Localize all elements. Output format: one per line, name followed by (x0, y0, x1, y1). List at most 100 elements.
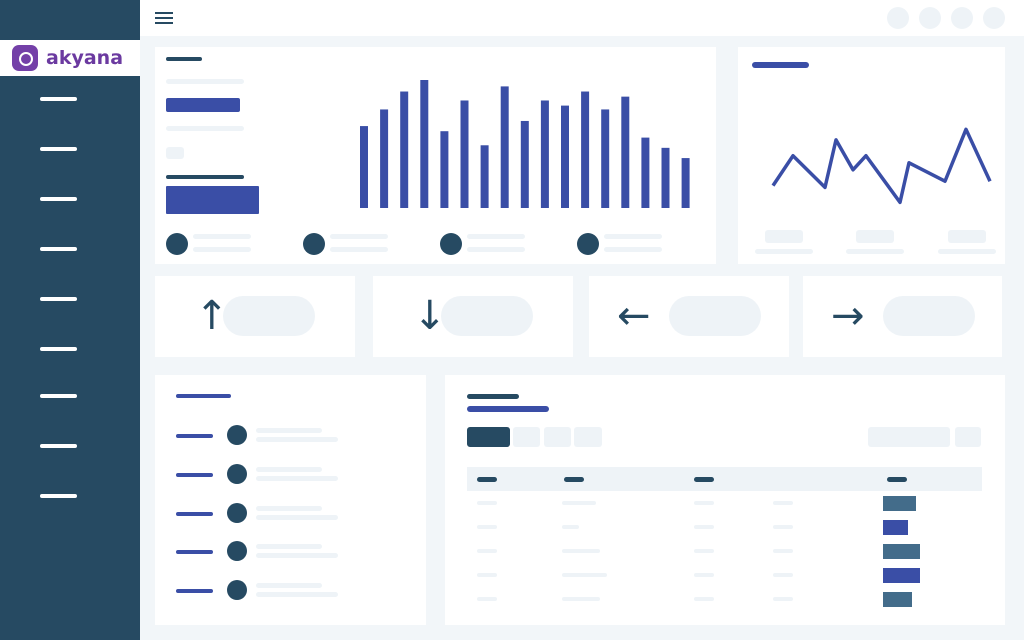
legend-line (330, 247, 388, 252)
placeholder-line (166, 79, 244, 84)
line-chart (771, 127, 992, 205)
list-line (256, 515, 338, 520)
status-bar (883, 520, 908, 535)
bar (440, 131, 449, 208)
line-legend-line (846, 249, 904, 254)
tab[interactable] (574, 427, 602, 447)
stat-pill (223, 296, 315, 336)
column-header (887, 477, 907, 482)
primary-stat-block (166, 186, 259, 214)
bar (400, 91, 409, 208)
table-cell (562, 549, 600, 553)
table-cell (773, 573, 793, 577)
sidebar-nav-item[interactable] (40, 247, 77, 251)
stat-pill (441, 296, 533, 336)
legend-dot (577, 233, 599, 255)
table-cell (773, 597, 793, 601)
bar (581, 91, 590, 208)
bar (621, 96, 630, 208)
legend-line (604, 234, 662, 239)
table-cell (773, 549, 793, 553)
list-line (256, 506, 322, 511)
list-avatar (227, 425, 247, 445)
card-title (166, 57, 202, 61)
placeholder-line (166, 175, 244, 179)
arrow-down-icon: ↓ (413, 293, 447, 339)
sidebar-nav-item[interactable] (40, 394, 77, 398)
legend-dot (166, 233, 188, 255)
brand-name: akyana (46, 47, 124, 69)
arrow-up-icon: ↑ (195, 293, 229, 339)
sidebar-nav-item[interactable] (40, 147, 77, 151)
bar (480, 145, 489, 208)
search-input[interactable] (868, 427, 950, 447)
table-cell (694, 549, 714, 553)
logo[interactable]: akyana (0, 40, 140, 76)
column-header (477, 477, 497, 482)
header-circle-button[interactable] (887, 7, 909, 29)
list-line (256, 553, 338, 558)
top-bar (140, 0, 1024, 36)
status-bar (883, 568, 920, 583)
sidebar-nav-item[interactable] (40, 297, 77, 301)
list-line (256, 592, 338, 597)
table-cell (562, 525, 579, 529)
list-line (256, 437, 338, 442)
list-marker (176, 550, 213, 554)
card-subtitle (467, 406, 549, 412)
sidebar-nav-item[interactable] (40, 444, 77, 448)
legend-line (193, 234, 251, 239)
list-avatar (227, 464, 247, 484)
table-cell (694, 525, 714, 529)
list-line (256, 428, 322, 433)
list-avatar (227, 503, 247, 523)
table-cell (477, 597, 497, 601)
table-cell (477, 573, 497, 577)
table-cell (477, 549, 497, 553)
header-circle-button[interactable] (983, 7, 1005, 29)
table-cell (694, 501, 714, 505)
placeholder-box (166, 147, 184, 159)
bar (380, 109, 389, 208)
status-bar (883, 544, 920, 559)
sidebar-nav-item[interactable] (40, 197, 77, 201)
tab[interactable] (544, 427, 571, 447)
status-bar (883, 592, 912, 607)
table-cell (773, 501, 793, 505)
tab[interactable] (513, 427, 540, 447)
table-cell (562, 597, 600, 601)
list-line (256, 467, 322, 472)
legend-line (467, 247, 525, 252)
header-circle-button[interactable] (919, 7, 941, 29)
legend-dot (440, 233, 462, 255)
stat-pill (669, 296, 761, 336)
legend-line (604, 247, 662, 252)
bar (420, 80, 429, 208)
line-legend-box (948, 230, 986, 243)
column-header (694, 477, 714, 482)
bar (661, 147, 670, 208)
hamburger-icon[interactable] (155, 12, 173, 24)
bar (561, 105, 569, 208)
table-card (445, 375, 1005, 625)
table-cell (562, 501, 596, 505)
line-chart-card (738, 47, 1005, 264)
bar (540, 100, 549, 208)
legend-line (467, 234, 525, 239)
list-marker (176, 434, 213, 438)
list-marker (176, 473, 213, 477)
placeholder-line (166, 126, 244, 131)
table-cell (694, 573, 714, 577)
legend-dot (303, 233, 325, 255)
bar (681, 158, 690, 208)
bar (520, 120, 529, 208)
table-cell (773, 525, 793, 529)
list-avatar (227, 541, 247, 561)
header-circle-button[interactable] (951, 7, 973, 29)
tab-active[interactable] (467, 427, 510, 447)
sidebar-nav-item[interactable] (40, 494, 77, 498)
sidebar-nav-item[interactable] (40, 97, 77, 101)
list-marker (176, 512, 213, 516)
filter-button[interactable] (955, 427, 981, 447)
sidebar-nav-item[interactable] (40, 347, 77, 351)
